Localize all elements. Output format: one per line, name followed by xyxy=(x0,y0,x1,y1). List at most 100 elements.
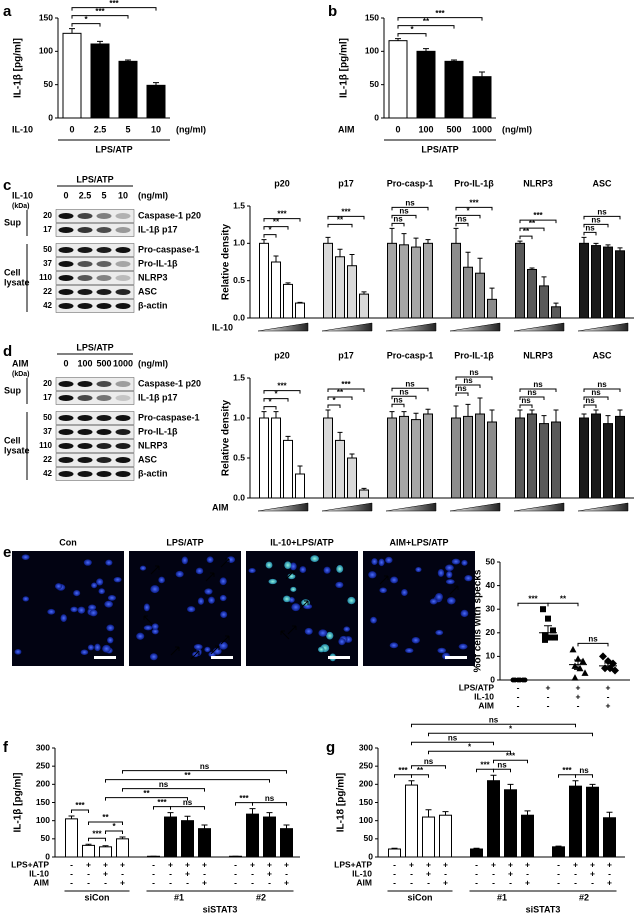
bar xyxy=(359,293,369,319)
error-bar xyxy=(490,774,497,781)
kda-label: 22 xyxy=(43,455,52,464)
significance-label: *** xyxy=(277,210,287,219)
y-tick-label: 0.5 xyxy=(233,275,245,285)
unit-label: (ng/ml) xyxy=(138,190,168,200)
y-tick-label: 0.5 xyxy=(233,452,245,462)
stimulus-label: LPS/ATP xyxy=(76,342,113,352)
significance-label: * xyxy=(332,396,336,405)
blot-band xyxy=(96,415,112,421)
significance-label: * xyxy=(268,398,272,407)
arrow xyxy=(150,565,160,575)
error-bar xyxy=(273,411,279,418)
significance-bracket xyxy=(519,219,557,224)
condition-name: LPS+ATP xyxy=(11,859,49,869)
bar xyxy=(347,265,357,319)
condition-sign: + xyxy=(267,859,272,869)
blot-band xyxy=(58,247,74,253)
significance-label: ns xyxy=(405,379,415,388)
condition-sign: + xyxy=(426,859,431,869)
group-label: LPS/ATP xyxy=(421,144,458,154)
blot-band xyxy=(77,443,93,449)
error-bar xyxy=(553,302,559,307)
arrow xyxy=(299,600,309,610)
significance-label: *** xyxy=(109,0,119,8)
group-label: #1 xyxy=(497,892,507,902)
nucleus xyxy=(437,647,447,654)
error-bar xyxy=(473,847,480,850)
significance-label: *** xyxy=(341,380,351,389)
kda-label: 20 xyxy=(43,211,52,220)
bar xyxy=(246,813,259,858)
error-bar xyxy=(395,38,401,41)
error-bar xyxy=(325,236,331,244)
significance-label: ** xyxy=(273,218,280,227)
dose-wedge xyxy=(385,322,437,332)
nucleus xyxy=(70,606,78,613)
band-label: Pro-caspase-1 xyxy=(138,412,200,422)
condition-sign: - xyxy=(104,877,107,887)
nucleus xyxy=(96,578,104,586)
condition-sign: - xyxy=(517,682,520,692)
significance-label: *** xyxy=(95,7,105,16)
error-bar xyxy=(85,843,92,846)
y-tick-label: 0 xyxy=(48,112,53,122)
dose-label: 5 xyxy=(101,190,106,200)
nucleus xyxy=(437,568,445,577)
nucleus xyxy=(219,594,227,602)
error-bar xyxy=(465,251,471,268)
condition-sign: + xyxy=(590,868,595,878)
nucleus xyxy=(464,575,473,582)
bar xyxy=(295,302,305,319)
y-axis-label: Relative density xyxy=(221,223,232,300)
bar xyxy=(323,417,333,499)
blot-band xyxy=(96,443,112,449)
blot-strip xyxy=(55,257,135,271)
group-label: #2 xyxy=(256,892,266,902)
bar xyxy=(146,84,166,119)
y-tick-label: 100 xyxy=(365,46,379,56)
arrow xyxy=(280,630,290,640)
band-label: β-actin xyxy=(138,300,168,310)
nucleus xyxy=(338,638,346,646)
nucleus xyxy=(451,558,461,565)
y-tick-label: 250 xyxy=(36,760,50,770)
y-tick-label: 150 xyxy=(36,797,50,807)
nucleus xyxy=(435,593,443,601)
bar xyxy=(603,246,613,319)
significance-bracket xyxy=(263,390,301,394)
nucleus xyxy=(460,609,469,618)
error-bar xyxy=(119,836,126,839)
significance-bracket xyxy=(327,404,341,408)
error-bar xyxy=(425,809,432,818)
group-title: Pro-IL-1β xyxy=(454,178,494,188)
error-bar xyxy=(477,397,483,414)
y-tick-label: 1.0 xyxy=(233,238,245,248)
error-bar xyxy=(453,405,459,418)
significance-bracket xyxy=(455,222,469,227)
panel-letter: a xyxy=(3,3,12,20)
blot-band xyxy=(96,429,112,435)
dose-label: 1000 xyxy=(113,358,133,368)
error-bar xyxy=(125,59,131,62)
dose-wedge xyxy=(513,322,565,332)
data-point xyxy=(545,615,551,622)
y-tick-label: 300 xyxy=(36,742,50,752)
condition-sign: + xyxy=(250,859,255,869)
arrow xyxy=(379,575,389,585)
y-tick-label: 0 xyxy=(45,851,50,861)
condition-sign: + xyxy=(525,877,530,887)
group-label: siCon xyxy=(407,892,432,902)
bar xyxy=(451,417,461,499)
significance-bracket xyxy=(235,802,253,806)
significance-bracket xyxy=(122,788,205,792)
significance-label: ** xyxy=(417,766,424,775)
significance-label: ns xyxy=(393,395,403,404)
group-label: #1 xyxy=(174,892,184,902)
blot-band xyxy=(77,247,93,253)
blot-band xyxy=(58,381,74,387)
condition-sign: + xyxy=(508,868,513,878)
significance-bracket xyxy=(547,602,579,607)
x-tick-label: 500 xyxy=(446,124,461,134)
significance-bracket xyxy=(397,25,455,29)
error-bar xyxy=(261,411,267,418)
